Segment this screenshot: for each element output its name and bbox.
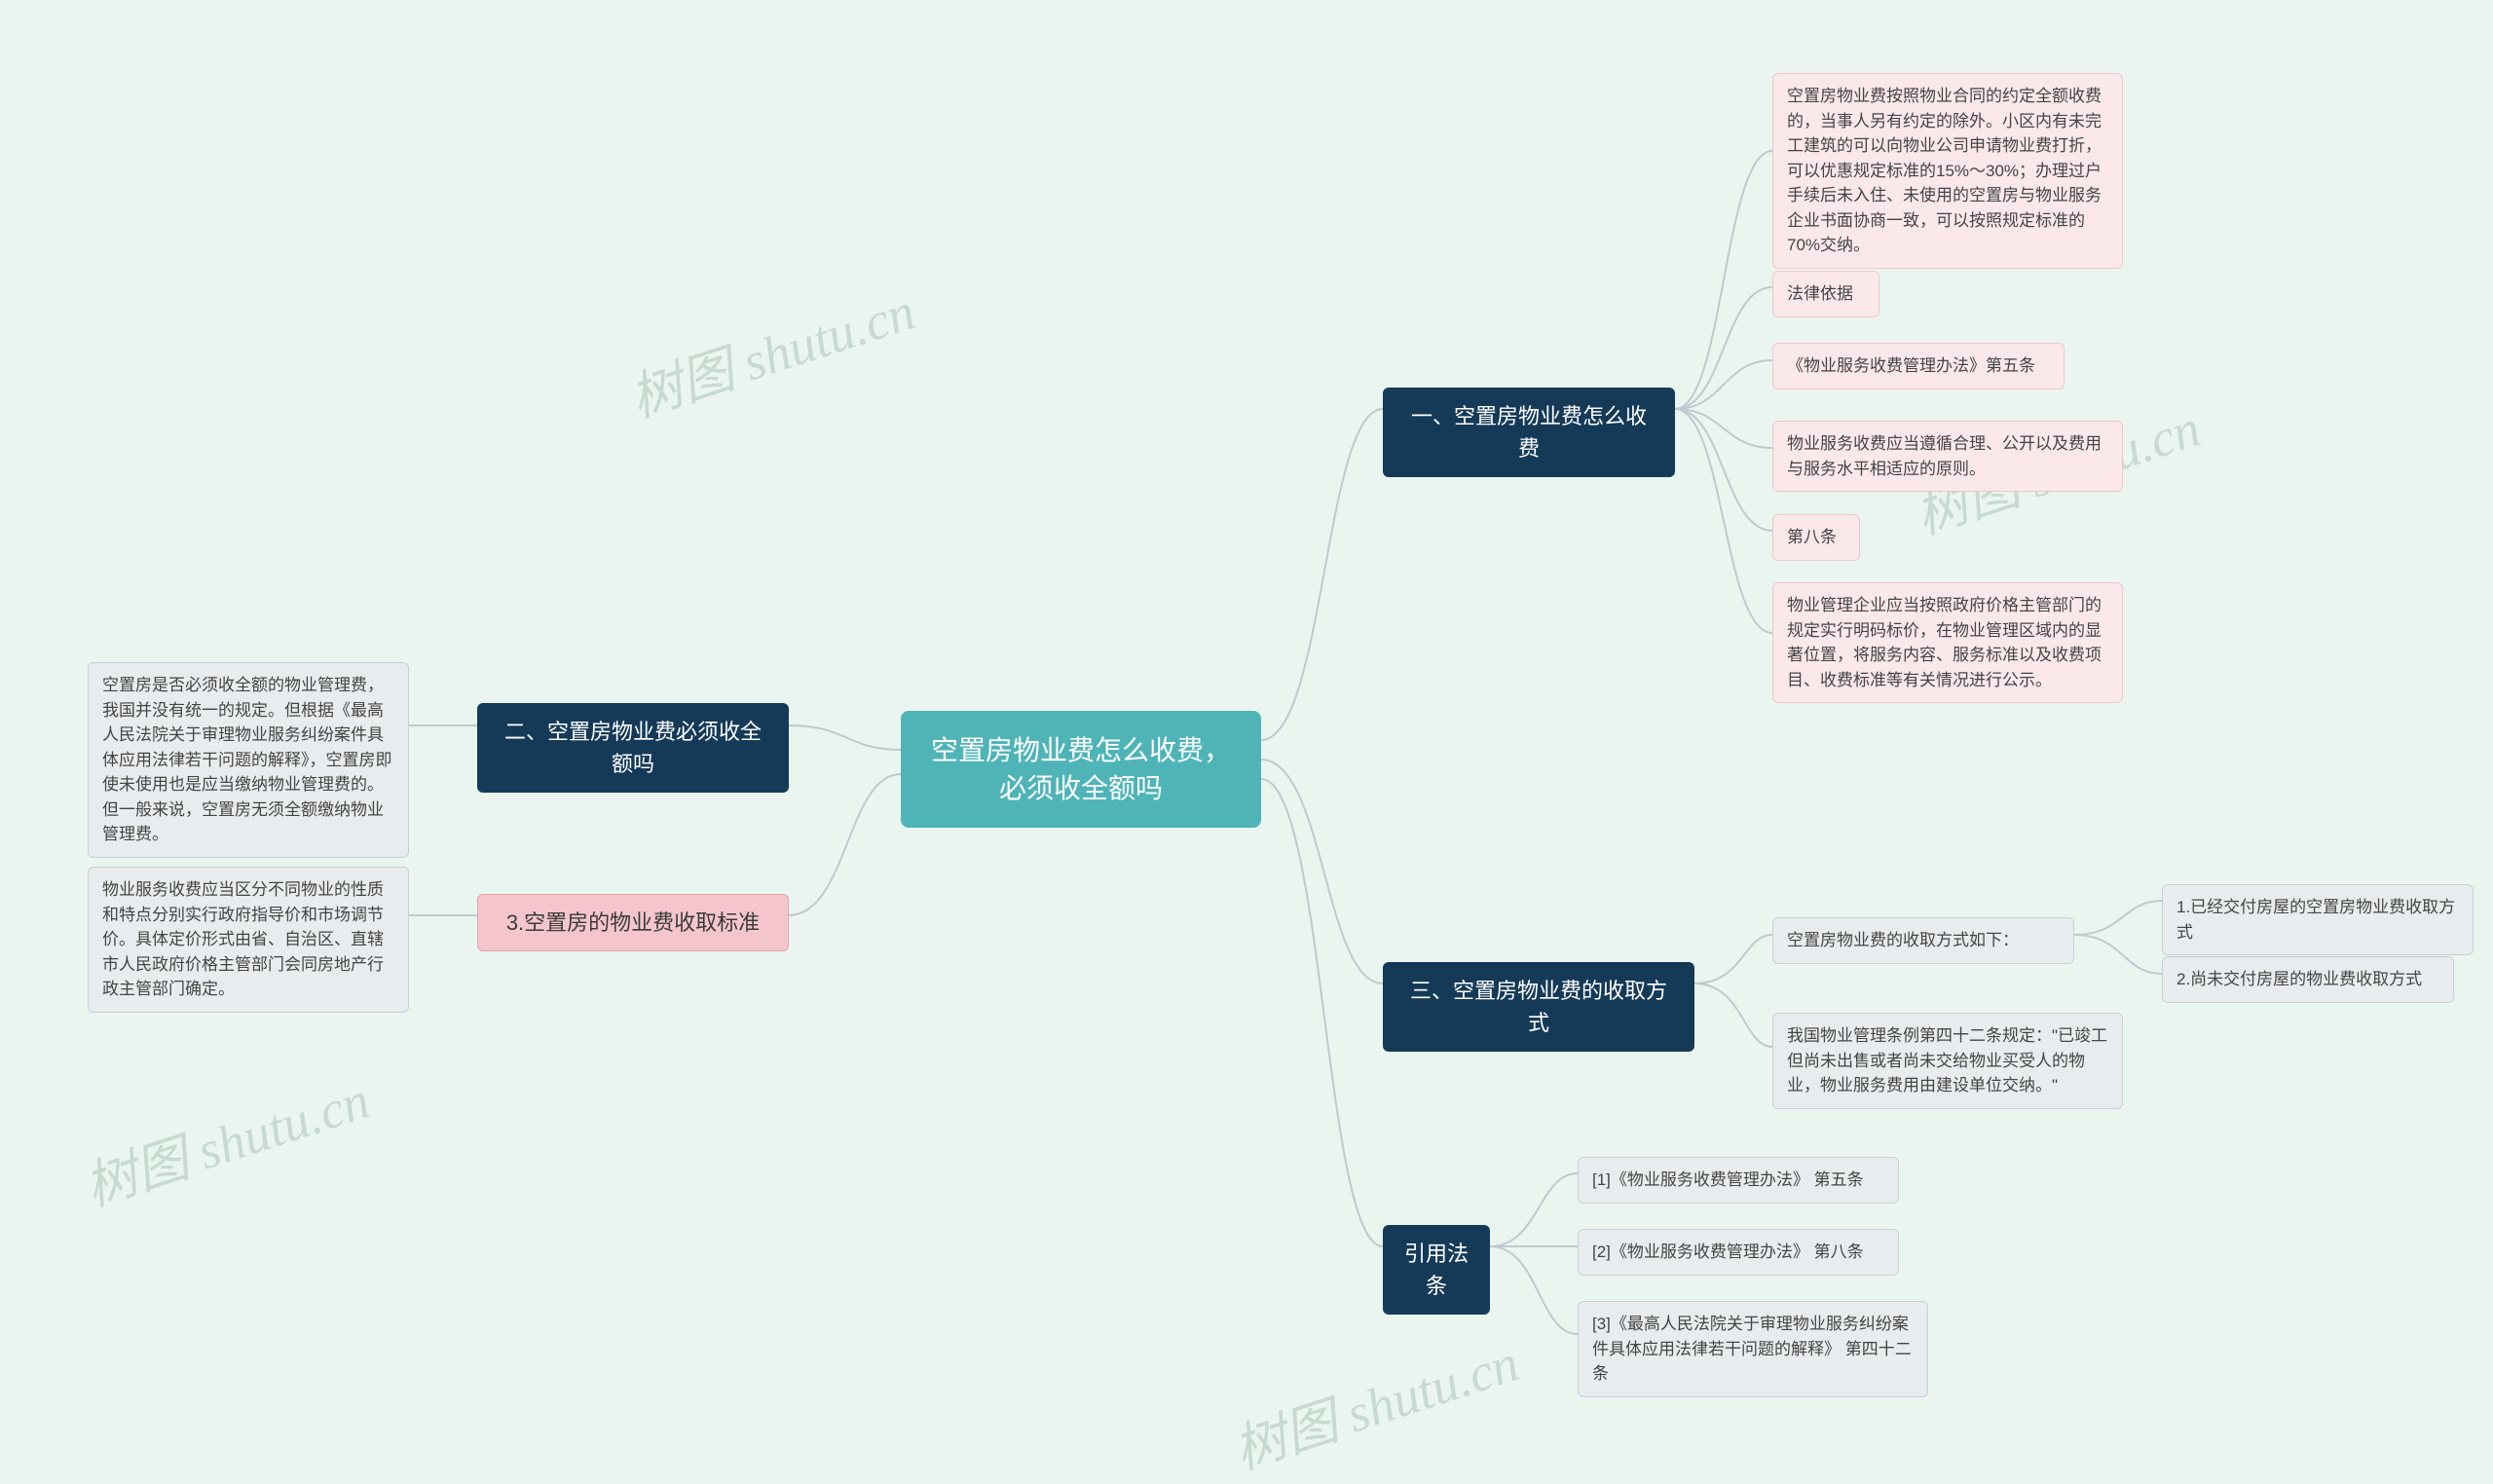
branch-right-4[interactable]: 引用法条 — [1383, 1225, 1490, 1315]
leaf-r1-3: 物业服务收费应当遵循合理、公开以及费用与服务水平相适应的原则。 — [1772, 421, 2123, 492]
leaf-r3-sub2: 我国物业管理条例第四十二条规定："已竣工但尚未出售或者尚未交给物业买受人的物业，… — [1772, 1013, 2123, 1109]
root-line2: 必须收全额吗 — [929, 769, 1233, 807]
leaf-r1-0: 空置房物业费按照物业合同的约定全额收费的，当事人另有约定的除外。小区内有未完工建… — [1772, 73, 2123, 269]
watermark: 树图 shutu.cn — [1222, 1319, 1527, 1484]
leaf-left-2: 空置房是否必须收全额的物业管理费，我国并没有统一的规定。但根据《最高人民法院关于… — [88, 662, 409, 858]
branch-left-2[interactable]: 二、空置房物业费必须收全额吗 — [477, 703, 789, 793]
leaf-r3-sub1-c0: 1.已经交付房屋的空置房物业费收取方式 — [2162, 884, 2474, 955]
leaf-r3-sub1[interactable]: 空置房物业费的收取方式如下： — [1772, 917, 2074, 964]
root-node[interactable]: 空置房物业费怎么收费， 必须收全额吗 — [901, 711, 1261, 828]
watermark: 树图 shutu.cn — [618, 268, 923, 432]
leaf-r1-1: 法律依据 — [1772, 271, 1879, 317]
leaf-r4-2: [3]《最高人民法院关于审理物业服务纠纷案件具体应用法律若干问题的解释》 第四十… — [1578, 1301, 1928, 1397]
watermark: 树图 shutu.cn — [73, 1057, 378, 1221]
branch-left-3[interactable]: 3.空置房的物业费收取标准 — [477, 894, 789, 951]
leaf-r1-5: 物业管理企业应当按照政府价格主管部门的规定实行明码标价，在物业管理区域内的显著位… — [1772, 582, 2123, 703]
leaf-left-3: 物业服务收费应当区分不同物业的性质和特点分别实行政府指导价和市场调节价。具体定价… — [88, 867, 409, 1013]
leaf-r1-4: 第八条 — [1772, 514, 1860, 561]
root-line1: 空置房物业费怎么收费， — [929, 731, 1233, 769]
leaf-r3-sub1-c1: 2.尚未交付房屋的物业费收取方式 — [2162, 956, 2454, 1003]
leaf-r4-0: [1]《物业服务收费管理办法》 第五条 — [1578, 1157, 1899, 1204]
leaf-r1-2: 《物业服务收费管理办法》第五条 — [1772, 343, 2065, 390]
branch-right-1[interactable]: 一、空置房物业费怎么收费 — [1383, 388, 1675, 477]
branch-right-3[interactable]: 三、空置房物业费的收取方式 — [1383, 962, 1694, 1052]
leaf-r4-1: [2]《物业服务收费管理办法》 第八条 — [1578, 1229, 1899, 1276]
